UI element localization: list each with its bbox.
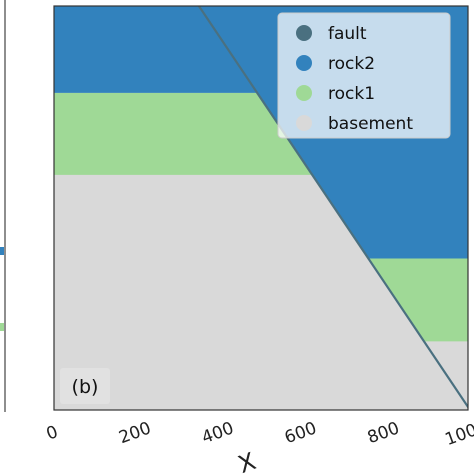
legend-label-fault: fault	[328, 24, 367, 44]
panel-label: (b)	[72, 376, 99, 398]
rock1-right-area	[368, 258, 468, 342]
legend-marker-basement	[296, 115, 312, 131]
x-tick-label-3: 600	[282, 418, 319, 448]
x-axis-ticks: 0 200 400 600 800 1000	[44, 417, 474, 451]
legend-label-rock2: rock2	[328, 54, 375, 74]
rock2-left-area	[54, 6, 258, 93]
rock1-left-area	[54, 92, 313, 175]
panel-label-box: (b)	[60, 368, 110, 404]
left-panel-remnant	[0, 0, 6, 412]
x-tick-label-0: 0	[44, 422, 61, 444]
legend-label-rock1: rock1	[328, 84, 375, 104]
x-axis-label: X	[234, 447, 259, 474]
x-tick-label-2: 400	[199, 418, 236, 448]
x-tick-label-4: 800	[365, 418, 402, 448]
plot-frame	[53, 5, 469, 411]
legend-marker-fault	[296, 25, 312, 41]
legend-marker-rock2	[296, 55, 312, 71]
legend-label-basement: basement	[328, 114, 413, 134]
legend-box	[277, 12, 451, 139]
legend: fault rock2 rock1 basement	[277, 12, 451, 139]
x-tick-label-5: 1000	[443, 417, 474, 451]
legend-marker-rock1	[296, 85, 312, 101]
fault-line	[197, 6, 468, 409]
x-tick-label-1: 200	[116, 418, 153, 448]
